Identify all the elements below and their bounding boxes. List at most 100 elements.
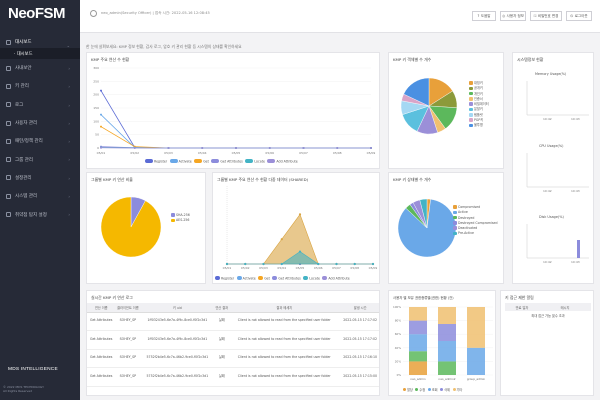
x-tick-label: neo_admin bbox=[410, 377, 426, 381]
data-point bbox=[235, 147, 237, 149]
legend-item[interactable]: 할당 bbox=[403, 387, 413, 392]
legend-item[interactable]: 불투명 bbox=[469, 123, 489, 128]
legend-label: Locate bbox=[254, 159, 265, 164]
area-point bbox=[298, 250, 302, 253]
legend-item[interactable]: Active bbox=[453, 210, 498, 215]
x-tick-label: 05/02 bbox=[130, 151, 139, 155]
legend-item[interactable]: Get Attributes bbox=[211, 159, 243, 164]
table-row[interactable]: Get Attributes SOHEY_SP 1ff03243e5-6e7a-4f… bbox=[87, 330, 379, 350]
legend-item[interactable]: Get Attributes bbox=[272, 276, 301, 281]
area-point bbox=[262, 262, 265, 266]
legend-item[interactable]: Register bbox=[215, 276, 234, 281]
legend-swatch bbox=[469, 97, 473, 101]
sidebar-item-10[interactable]: 취약점 탐지 설정 › bbox=[0, 205, 80, 223]
x-tick-label: 05/07 bbox=[332, 266, 341, 270]
legend-item[interactable]: Locate bbox=[245, 159, 265, 164]
sidebar-item-label: 그룹 관리 bbox=[15, 157, 33, 163]
sidebar-item-6[interactable]: 패턴/정책 관리 › bbox=[0, 132, 80, 150]
legend-item[interactable]: 템플릿 bbox=[469, 113, 489, 118]
table-cell: Get Attributes bbox=[87, 367, 116, 387]
legend-item[interactable]: Register bbox=[145, 159, 167, 164]
sidebar-item-1[interactable]: · 대시보드 bbox=[0, 48, 80, 59]
legend-item[interactable]: Destroyed bbox=[453, 216, 498, 221]
legend-item[interactable]: Add Attribute bbox=[322, 276, 350, 281]
y-tick-label: 100 bbox=[93, 119, 99, 123]
table-row[interactable]: Get Attributes SOHEY_SP 1ff03243e5-6e7a-4f… bbox=[87, 312, 379, 331]
legend-item[interactable]: 삭제 bbox=[440, 387, 450, 392]
table-row[interactable]: Get Attributes SOHEY_SP 5752f2b4e5-6c7a-46… bbox=[87, 367, 379, 387]
legend-item[interactable]: PGP키 bbox=[469, 118, 489, 123]
legend-item[interactable]: 인증서 bbox=[469, 97, 489, 102]
app-logo[interactable]: NeoFSM bbox=[8, 5, 66, 22]
menu-item-icon bbox=[6, 193, 11, 199]
sidebar-item-7[interactable]: 그룹 관리 › bbox=[0, 150, 80, 168]
legend-item[interactable]: 기타 bbox=[452, 387, 462, 392]
legend-label: 대칭키 bbox=[474, 81, 483, 85]
table-row[interactable]: Get Attributes SOHEY_SP 5752f2b4e5-6c7a-46… bbox=[87, 349, 379, 368]
sidebar-item-label: 키 관리 bbox=[15, 84, 29, 90]
chevron-right-icon: › bbox=[68, 194, 70, 200]
legend-item[interactable]: 개인키 bbox=[469, 92, 489, 97]
sidebar-item-2[interactable]: 사내보안 › bbox=[0, 59, 80, 77]
sidebar-item-3[interactable]: 키 관리 › bbox=[0, 77, 80, 95]
disk-usage-bar bbox=[577, 240, 580, 258]
legend-swatch bbox=[469, 113, 473, 117]
legend-swatch bbox=[171, 213, 175, 217]
legend-label: Pre-Active bbox=[458, 231, 475, 236]
legend-item[interactable]: Compromised bbox=[453, 205, 498, 210]
kmp-types-legend: 대칭키 공개키 개인키 인증서 비밀데이터 분할키 템플릿 PGP키 불투명 bbox=[469, 81, 489, 129]
legend-item[interactable]: 대칭키 bbox=[469, 81, 489, 86]
legend-item[interactable]: Activate bbox=[236, 276, 256, 281]
sidebar-item-8[interactable]: 설정관리 › bbox=[0, 169, 80, 187]
menu-item-icon bbox=[6, 83, 11, 89]
table-cell: 2022-05-15 17:15:00 bbox=[339, 367, 379, 387]
key-state-chart bbox=[397, 198, 457, 258]
legend-item[interactable]: 조회 bbox=[427, 387, 438, 392]
group-ratio-chart bbox=[100, 196, 162, 258]
sidebar-item-9[interactable]: 시스템 관리 › bbox=[0, 187, 80, 205]
legend-swatch bbox=[469, 86, 473, 91]
menu-item-icon bbox=[6, 102, 11, 108]
legend-swatch bbox=[272, 276, 278, 280]
change-password-button[interactable]: ⚿ 비밀번호 변경 bbox=[530, 11, 562, 21]
user-info-button[interactable]: ◎ 사용자 정보 bbox=[500, 11, 526, 21]
legend-item[interactable]: Activate bbox=[169, 159, 192, 164]
table-cell: 2022-05-15 17:17:02 bbox=[339, 312, 379, 331]
legend-item[interactable]: AES-256 bbox=[171, 218, 190, 223]
y-tick-label: 20% bbox=[395, 359, 402, 363]
legend-label: Activate bbox=[178, 159, 192, 164]
legend-item[interactable]: 비밀데이터 bbox=[469, 102, 489, 107]
chevron-right-icon: › bbox=[68, 66, 70, 71]
legend-item[interactable]: Get bbox=[258, 276, 270, 281]
legend-swatch bbox=[211, 159, 220, 163]
table-cell: 1ff03243e5-6e7a-4f9c-8ce0-f0f2c3d1 bbox=[140, 312, 215, 331]
sidebar-item-4[interactable]: 로그 › bbox=[0, 96, 80, 114]
x-tick-label: 05/03 bbox=[259, 266, 268, 270]
legend-swatch bbox=[452, 387, 456, 391]
legend-swatch bbox=[403, 387, 406, 391]
legend-item[interactable]: 분할키 bbox=[469, 107, 489, 112]
legend-item[interactable]: Destroyed Compromised bbox=[453, 221, 498, 226]
legend-item[interactable]: Add Attribute bbox=[267, 159, 298, 164]
legend-item[interactable]: Get bbox=[194, 159, 209, 164]
legend-item[interactable]: SHA-256 bbox=[171, 213, 190, 218]
legend-item[interactable]: Deactivated bbox=[453, 226, 498, 231]
menu-item-icon bbox=[6, 120, 11, 126]
sidebar-item-5[interactable]: 사용자 관리 › bbox=[0, 114, 80, 132]
logout-button[interactable]: ⏻ 로그아웃 bbox=[566, 11, 592, 21]
legend-label: Add Attribute bbox=[276, 159, 298, 164]
legend-item[interactable]: 공개키 bbox=[469, 86, 489, 91]
area-point bbox=[225, 262, 229, 266]
key-alert-row[interactable]: 최대 접근 가능 횟수 초과 bbox=[531, 314, 565, 318]
key-alert-header: 만료 일자 메시지 bbox=[505, 303, 591, 311]
chevron-right-icon: › bbox=[68, 175, 70, 181]
data-point bbox=[201, 147, 204, 149]
x-tick-label: 05/09 bbox=[369, 266, 378, 270]
legend-item[interactable]: 수정 bbox=[415, 387, 425, 392]
legend-swatch bbox=[194, 159, 203, 163]
legend-label: Register bbox=[154, 159, 168, 164]
legend-item[interactable]: Pre-Active bbox=[453, 231, 498, 236]
help-button[interactable]: ? 도움말 bbox=[472, 11, 496, 21]
sidebar-item-0[interactable]: 대시보드 ⌄ bbox=[0, 36, 80, 48]
legend-item[interactable]: Locate bbox=[303, 276, 320, 281]
